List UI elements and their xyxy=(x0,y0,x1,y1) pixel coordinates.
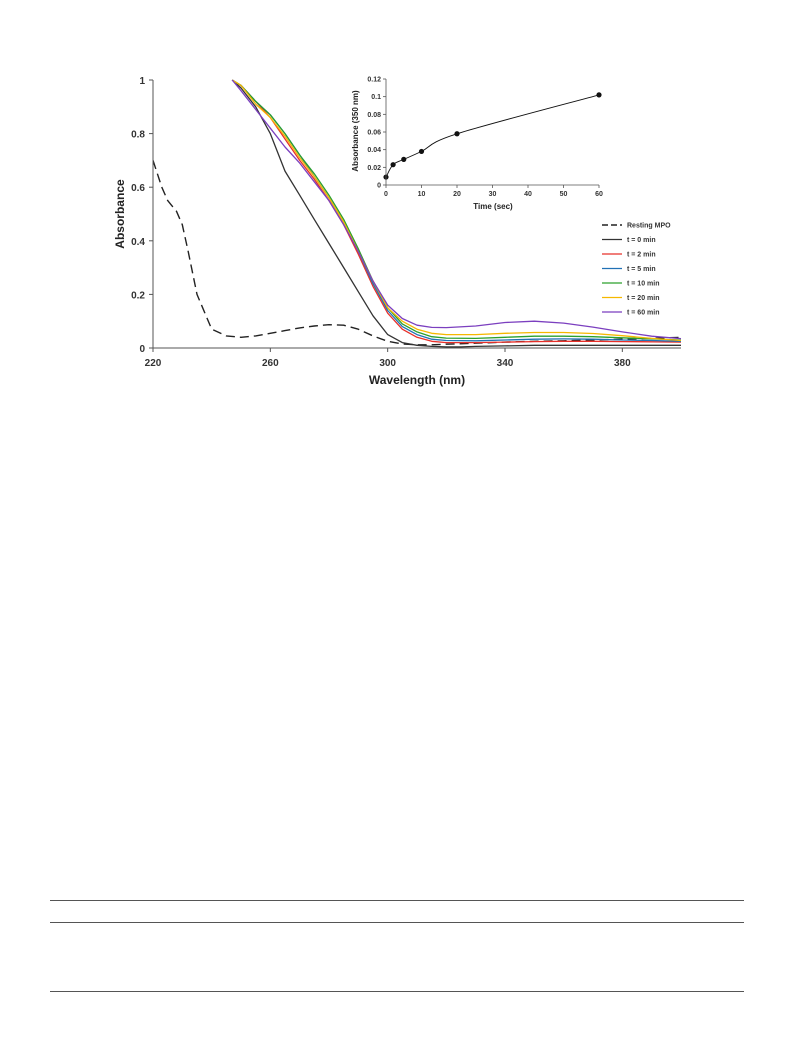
inset-data-point xyxy=(401,156,407,162)
inset-data-point xyxy=(596,92,602,98)
series-line-t-60-min xyxy=(231,79,681,340)
y-tick-label: 0.2 xyxy=(131,290,145,301)
inset-x-tick-label: 40 xyxy=(524,191,532,198)
legend-label-resting-mpo: Resting MPO xyxy=(627,223,671,230)
legend-label-t-0-min: t = 0 min xyxy=(627,237,656,244)
y-tick-label: 0.8 xyxy=(131,130,145,141)
x-tick-label: 300 xyxy=(379,358,396,369)
series-line-resting-mpo xyxy=(153,160,681,346)
inset-x-tick-label: 0 xyxy=(384,191,388,198)
x-tick-label: 340 xyxy=(497,358,514,369)
inset-background xyxy=(384,76,604,180)
main-series-group xyxy=(153,79,681,348)
inset-y-tick-label: 0.02 xyxy=(367,165,381,172)
inset-data-point xyxy=(390,162,396,168)
inset-y-tick-label: 0.04 xyxy=(367,147,381,154)
inset-x-tick-label: 30 xyxy=(489,191,497,198)
footer-rule-top xyxy=(50,900,744,901)
inset-tick-group: 0 10 20 30 40 50 60 0 0.02 0.04 0.06 0.08 0.1 0.12 xyxy=(367,77,603,199)
main-legend: Resting MPO t = 0 min t = 2 min t = 5 min t … xyxy=(602,223,671,317)
inset-x-tick-label: 50 xyxy=(560,191,568,198)
inset-y-tick-label: 0.06 xyxy=(367,130,381,137)
legend-label-t-2-min: t = 2 min xyxy=(627,252,656,259)
inset-y-tick-label: 0.08 xyxy=(367,112,381,119)
y-tick-label: 1 xyxy=(139,76,145,87)
inset-series-group xyxy=(383,92,602,180)
legend-label-t-20-min: t = 20 min xyxy=(627,295,659,302)
series-line-t-10-min xyxy=(231,79,681,341)
main-x-axis-title: Wavelength (nm) xyxy=(369,373,465,387)
footer-rule-middle xyxy=(50,922,744,923)
y-tick-label: 0.6 xyxy=(131,183,145,194)
inset-time-chart: 0 10 20 30 40 50 60 0 0.02 0.04 0.06 0.08 0.1 0.12 Ti… xyxy=(351,76,604,211)
inset-y-axis-title: Absorbance (350 nm) xyxy=(351,90,360,172)
legend-label-t-10-min: t = 10 min xyxy=(627,281,659,288)
x-tick-label: 380 xyxy=(614,358,631,369)
main-y-axis-title: Absorbance xyxy=(113,179,127,249)
legend-label-t-5-min: t = 5 min xyxy=(627,266,656,273)
x-tick-label: 260 xyxy=(262,358,279,369)
inset-y-tick-label: 0 xyxy=(377,183,381,190)
inset-x-tick-label: 60 xyxy=(595,191,603,198)
inset-data-point xyxy=(454,131,460,137)
inset-y-tick-label: 0.12 xyxy=(367,77,381,84)
series-line-t-0-min xyxy=(231,79,681,348)
inset-x-tick-label: 20 xyxy=(453,191,461,198)
footer-rule-bottom xyxy=(50,991,744,992)
legend-label-t-60-min: t = 60 min xyxy=(627,310,659,317)
y-tick-label: 0 xyxy=(139,344,145,355)
inset-data-point xyxy=(418,148,425,155)
series-line-t-20-min xyxy=(231,79,681,342)
x-tick-label: 220 xyxy=(145,358,162,369)
inset-y-tick-label: 0.1 xyxy=(371,94,381,101)
inset-x-axis-title: Time (sec) xyxy=(473,202,513,211)
series-line-t-2-min xyxy=(231,79,681,344)
y-tick-label: 0.4 xyxy=(131,237,145,248)
inset-x-tick-label: 10 xyxy=(418,191,426,198)
